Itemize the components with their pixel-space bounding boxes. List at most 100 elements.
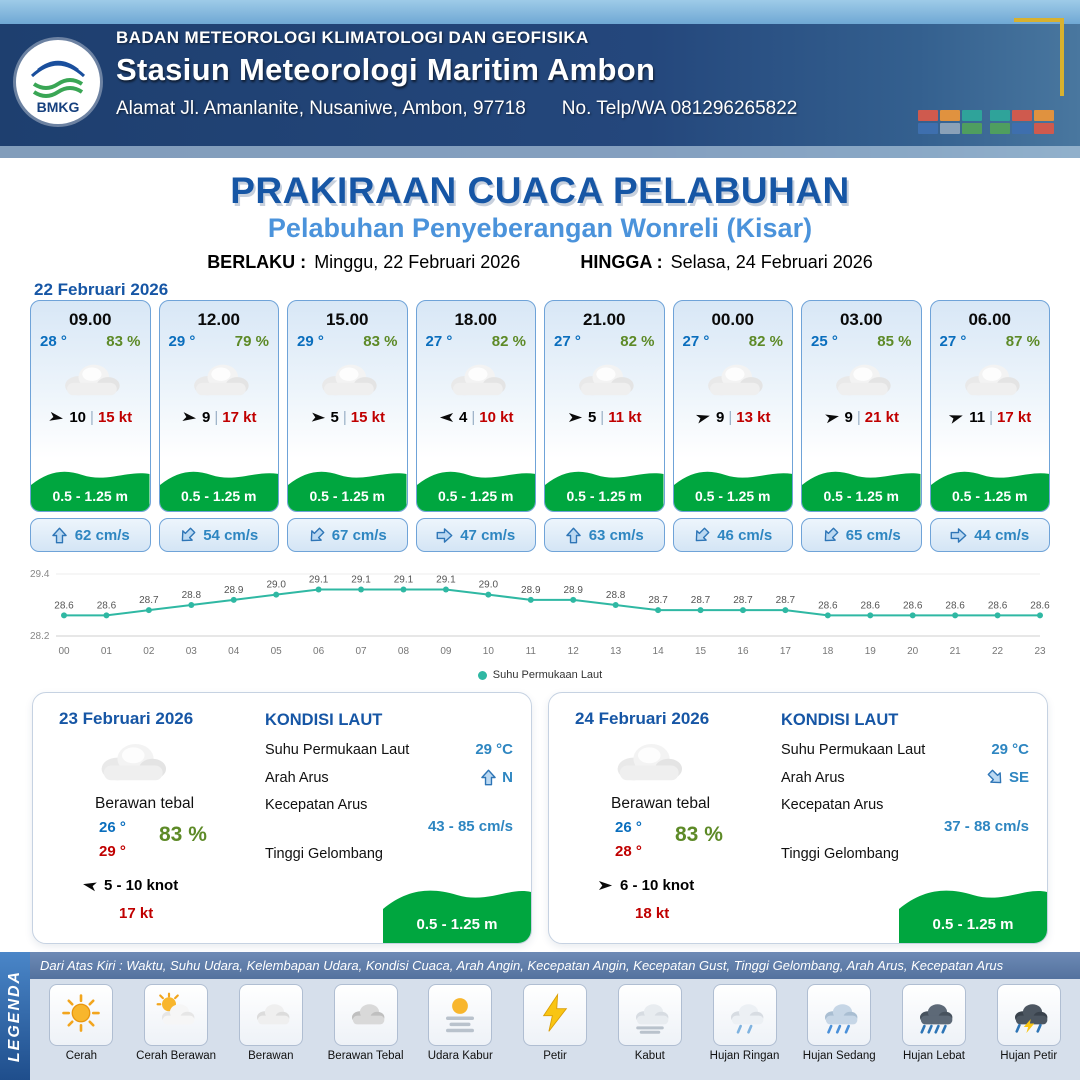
air-temp: 29 °	[168, 333, 196, 350]
wind-direction-icon	[309, 409, 327, 427]
svg-text:20: 20	[907, 646, 919, 657]
humidity: 85 %	[877, 333, 912, 350]
header: BMKG BADAN METEOROLOGI KLIMATOLOGI DAN G…	[0, 0, 1080, 158]
sst-value: 29 °C	[475, 741, 513, 758]
svg-text:29.1: 29.1	[309, 575, 329, 586]
legend-icon-box	[807, 984, 872, 1046]
hourly-forecast-row: 09.00 28 ° 83 % 10 | 15 kt 0.5 - 1.25 m 62 …	[30, 300, 1050, 552]
air-temp: 29 °	[297, 333, 324, 350]
current-speed: 62 cm/s	[74, 526, 130, 544]
container-illustration	[918, 110, 1054, 134]
forecast-time: 21.00	[582, 310, 626, 329]
svg-text:29.0: 29.0	[266, 580, 286, 591]
page-title: PRAKIRAAN CUACA PELABUHAN	[230, 170, 850, 211]
moderate-rain-icon	[818, 992, 860, 1039]
wind-direction-icon	[567, 409, 584, 426]
separator: |	[856, 409, 861, 426]
air-temp: 25 °	[811, 333, 838, 350]
org-name: BADAN METEOROLOGI KLIMATOLOGI DAN GEOFIS…	[116, 28, 589, 47]
temp-min: 26 °	[615, 819, 642, 836]
cloud-icon	[545, 354, 664, 404]
wind-gust: 17 kt	[222, 409, 257, 426]
svg-text:28.6: 28.6	[945, 600, 965, 611]
svg-text:19: 19	[865, 646, 877, 657]
legend-icon-box	[144, 984, 209, 1046]
legend-item: Udara Kabur	[413, 984, 508, 1078]
humidity: 83 %	[675, 823, 723, 846]
svg-text:17: 17	[780, 646, 792, 657]
wind-direction-icon	[438, 409, 455, 426]
svg-text:28.8: 28.8	[606, 590, 626, 601]
forecast-time: 09.00	[68, 310, 112, 329]
separator: |	[600, 409, 605, 426]
chart-legend-label: Suhu Permukaan Laut	[492, 669, 603, 681]
forecast-card: 21.00 27 ° 82 % 5 | 11 kt 0.5 - 1.25 m 63 c…	[544, 300, 665, 552]
legend-caption: Dari Atas Kiri : Waktu, Suhu Udara, Kele…	[30, 952, 1080, 979]
humidity: 82 %	[620, 333, 655, 350]
day-wind: 5 - 10 knot	[81, 877, 178, 894]
title-section: PRAKIRAAN CUACA PELABUHAN Pelabuhan Peny…	[0, 158, 1080, 273]
wave-height-band: 0.5 - 1.25 m	[930, 465, 1049, 511]
current-direction-icon	[51, 527, 68, 544]
day-date: 23 Februari 2026	[59, 709, 194, 728]
legend-dot-icon	[477, 670, 487, 680]
svg-text:29.1: 29.1	[394, 575, 414, 586]
legend-icon-box	[617, 984, 682, 1046]
current-box: 65 cm/s	[801, 518, 922, 552]
cloud-icon	[674, 354, 793, 404]
wave-height: 0.5 - 1.25 m	[438, 488, 514, 504]
humidity: 79 %	[234, 333, 269, 350]
separator: |	[90, 409, 94, 426]
separator: |	[214, 409, 219, 426]
day-wind: 6 - 10 knot	[597, 877, 694, 894]
current-speed-value: 43 - 85 cm/s	[427, 818, 513, 835]
wind-speed: 9	[716, 409, 725, 426]
sea-conditions: KONDISI LAUT Suhu Permukaan Laut 29 °C Ar…	[781, 711, 1029, 862]
sun-cloud-icon	[155, 992, 197, 1039]
forecast-card: 18.00 27 ° 82 % 4 | 10 kt 0.5 - 1.25 m 47 c…	[415, 300, 536, 552]
wind-direction-icon	[180, 408, 199, 427]
current-speed: 46 cm/s	[717, 526, 773, 544]
svg-text:28.9: 28.9	[521, 585, 541, 596]
current-direction-icon	[818, 523, 842, 547]
svg-text:07: 07	[355, 646, 367, 657]
forecast-card: 12.00 29 ° 79 % 9 | 17 kt 0.5 - 1.25 m 54 c…	[158, 300, 279, 552]
wave-height: 0.5 - 1.25 m	[416, 916, 498, 933]
wave-height-label: Tinggi Gelombang	[781, 846, 899, 862]
svg-text:11: 11	[526, 646, 537, 657]
current-dir-value: N	[502, 769, 513, 786]
cloud-icon	[417, 354, 536, 404]
wind-direction-icon	[79, 875, 99, 895]
separator: |	[728, 409, 733, 426]
valid-from: BERLAKU : Minggu, 22 Februari 2026	[207, 252, 521, 272]
svg-text:09: 09	[440, 646, 452, 657]
legend-icon-box	[49, 984, 114, 1046]
current-box: 54 cm/s	[158, 518, 279, 552]
svg-text:14: 14	[653, 646, 665, 657]
wind-gust: 21 kt	[864, 409, 899, 426]
wind-speed: 11	[969, 409, 986, 426]
current-direction-icon	[176, 523, 200, 547]
svg-text:28.7: 28.7	[733, 595, 753, 606]
heavy-rain-icon	[913, 992, 955, 1039]
current-speed: 47 cm/s	[460, 526, 516, 544]
sea-conditions-title: KONDISI LAUT	[265, 711, 383, 729]
current-direction-icon	[565, 527, 582, 544]
bmkg-logo-icon: BMKG	[19, 43, 97, 121]
current-speed: 44 cm/s	[974, 526, 1030, 544]
legend-item: Hujan Sedang	[792, 984, 887, 1078]
day-temps: 26 ° 29 °	[99, 819, 126, 860]
wave-height-band: 0.5 - 1.25 m	[159, 465, 278, 511]
temp-min: 26 °	[99, 819, 126, 836]
wave-height: 0.5 - 1.25 m	[952, 488, 1028, 504]
svg-text:21: 21	[950, 646, 962, 657]
port-sky-illustration	[0, 0, 1080, 24]
svg-text:28.6: 28.6	[818, 600, 838, 611]
current-speed-value: 37 - 88 cm/s	[943, 818, 1029, 835]
forecast-time: 06.00	[968, 310, 1012, 329]
haze-icon	[439, 992, 481, 1039]
cloud-icon	[250, 992, 292, 1039]
svg-text:05: 05	[271, 646, 283, 657]
wind-gust: 13 kt	[736, 409, 771, 426]
